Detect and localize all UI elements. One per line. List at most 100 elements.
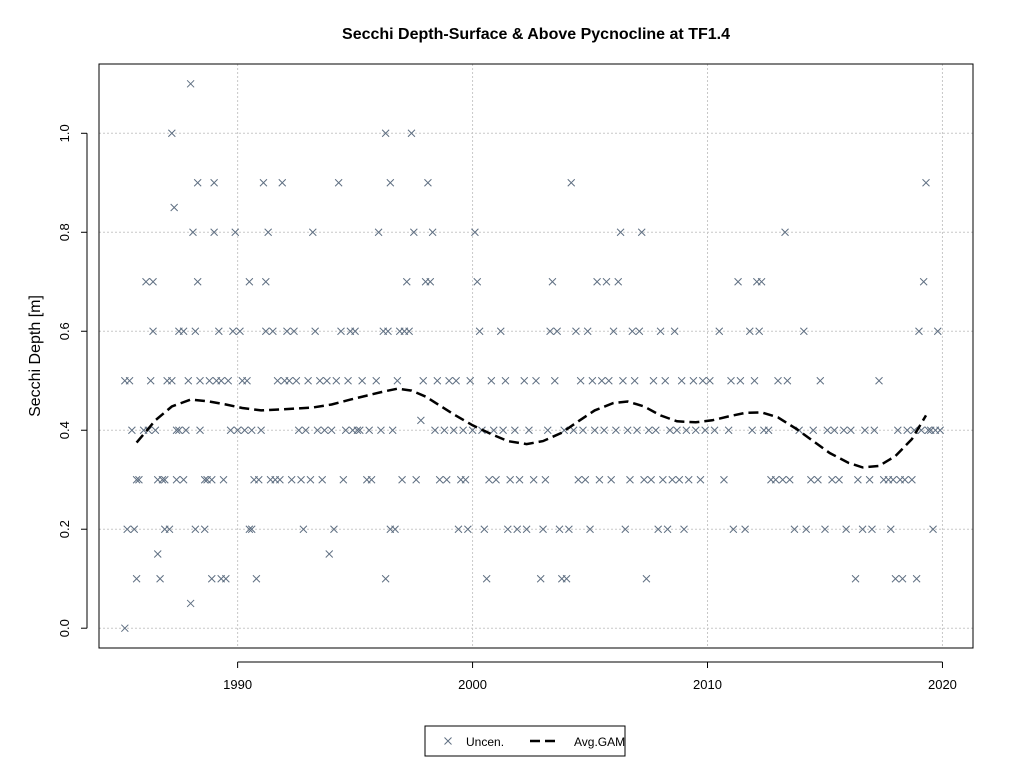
data-point (412, 475, 421, 484)
data-point (724, 426, 733, 435)
data-point (273, 376, 282, 385)
data-point (402, 277, 411, 286)
data-point (842, 525, 850, 534)
data-point (464, 525, 472, 534)
data-point (372, 376, 381, 385)
data-point (426, 277, 435, 286)
data-point (635, 327, 644, 336)
data-point (146, 376, 155, 385)
data-point (313, 426, 322, 435)
data-point (814, 475, 822, 484)
data-point (229, 327, 237, 336)
data-point (891, 574, 900, 583)
data-point (424, 178, 432, 187)
data-point (264, 228, 273, 237)
data-point (774, 376, 782, 385)
data-point (182, 426, 190, 435)
data-point (640, 475, 648, 484)
data-point (651, 426, 660, 435)
data-point (128, 426, 136, 435)
data-point (292, 376, 301, 385)
data-point (745, 327, 754, 336)
data-point (677, 376, 686, 385)
data-point (341, 426, 350, 435)
data-point (588, 376, 597, 385)
data-point (459, 426, 468, 435)
data-point (764, 426, 773, 435)
data-point (846, 426, 855, 435)
data-point (513, 525, 522, 534)
data-point (290, 327, 298, 336)
data-point (294, 426, 303, 435)
data-point (377, 426, 385, 435)
data-point (433, 376, 442, 385)
data-point (473, 277, 482, 286)
data-point (172, 475, 181, 484)
data-point (323, 376, 331, 385)
data-point (553, 327, 561, 336)
data-point (149, 277, 157, 286)
data-point (522, 525, 531, 534)
data-point (583, 327, 592, 336)
data-point (673, 426, 681, 435)
data-point (236, 327, 244, 336)
data-point (565, 525, 573, 534)
data-point (311, 327, 320, 336)
data-point (355, 426, 364, 435)
legend-label-uncen: Uncen. (466, 735, 504, 749)
data-point (908, 475, 916, 484)
data-point (919, 277, 928, 286)
data-point (515, 475, 524, 484)
data-point (607, 475, 616, 484)
data-point (757, 277, 766, 286)
gam-line (135, 387, 928, 469)
data-point (830, 426, 839, 435)
data-point (132, 574, 141, 583)
data-point (689, 376, 698, 385)
data-point (285, 376, 294, 385)
data-point (778, 475, 787, 484)
data-point (593, 277, 601, 286)
data-point (511, 426, 519, 435)
data-point (546, 327, 554, 336)
data-point (381, 129, 390, 138)
data-point (245, 525, 254, 534)
data-point (499, 426, 507, 435)
data-point (233, 426, 242, 435)
data-point (670, 327, 679, 336)
data-point (661, 376, 670, 385)
data-point (320, 426, 329, 435)
data-point (452, 376, 460, 385)
data-point (893, 426, 902, 435)
data-point (614, 277, 623, 286)
data-point (506, 475, 515, 484)
data-point (560, 426, 569, 435)
data-point (861, 426, 869, 435)
data-point (922, 178, 930, 187)
data-point (783, 376, 792, 385)
data-point (602, 277, 611, 286)
data-point (525, 426, 533, 435)
data-point (471, 228, 479, 237)
data-point (193, 277, 202, 286)
data-point (301, 426, 310, 435)
data-point (156, 574, 164, 583)
y-tick-label: 0.8 (57, 223, 72, 241)
data-point (666, 426, 674, 435)
data-point (179, 475, 188, 484)
data-point (353, 426, 362, 435)
data-point (529, 475, 538, 484)
x-tick-label: 1990 (223, 677, 252, 692)
data-point (167, 129, 176, 138)
data-point (889, 475, 897, 484)
data-point (609, 327, 618, 336)
data-point (630, 376, 639, 385)
data-point (297, 475, 305, 484)
data-point (153, 550, 162, 558)
data-point (854, 475, 862, 484)
legend-marker-uncen (444, 737, 452, 745)
data-point (539, 525, 547, 534)
data-point (823, 426, 832, 435)
data-point (503, 525, 512, 534)
